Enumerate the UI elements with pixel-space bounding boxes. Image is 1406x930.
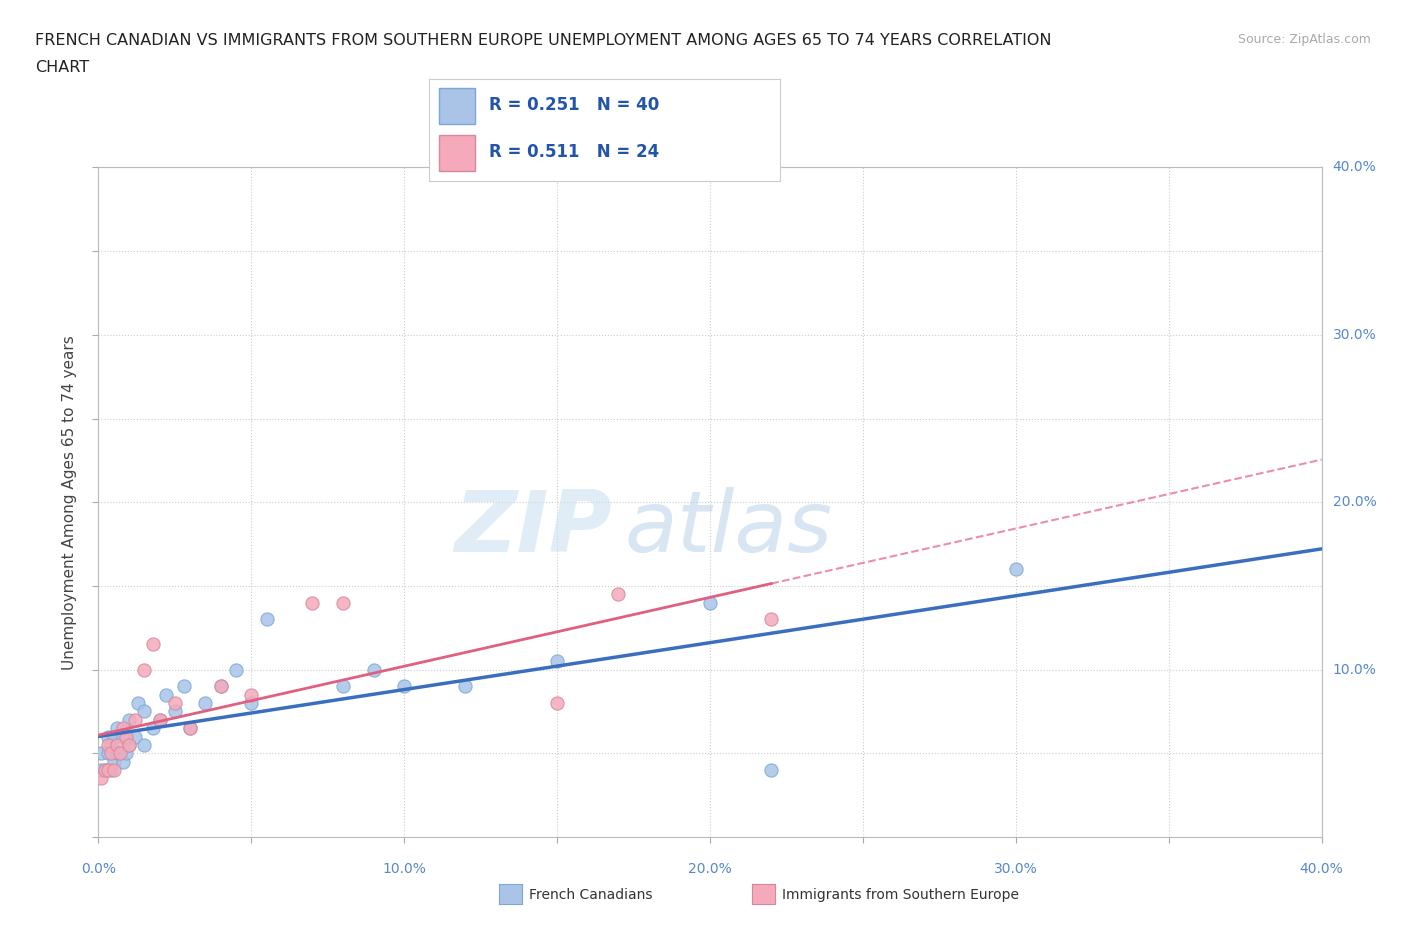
Point (607, 587, 630, 602)
Text: 40.0%: 40.0% (1299, 862, 1344, 876)
Text: 20.0%: 20.0% (1333, 495, 1376, 510)
Text: 0.0%: 0.0% (82, 862, 115, 876)
Point (363, 662, 385, 677)
Point (163, 696, 186, 711)
Point (149, 712, 172, 727)
Text: French Canadians: French Canadians (529, 887, 652, 902)
Point (142, 637, 165, 652)
Point (115, 746, 138, 761)
Point (149, 712, 172, 727)
Point (240, 696, 263, 711)
Point (546, 696, 568, 711)
Y-axis label: Unemployment Among Ages 65 to 74 years: Unemployment Among Ages 65 to 74 years (62, 335, 77, 670)
Point (127, 696, 149, 711)
Point (179, 721, 201, 736)
Point (1004, 562, 1026, 577)
Point (97, 737, 120, 752)
Point (134, 704, 156, 719)
Text: 20.0%: 20.0% (688, 862, 733, 876)
Text: 10.0%: 10.0% (382, 862, 426, 876)
Point (124, 712, 146, 727)
Point (759, 612, 782, 627)
Point (97, 729, 120, 744)
Point (209, 679, 232, 694)
Point (225, 662, 247, 677)
Point (699, 595, 721, 610)
Point (97, 746, 120, 761)
Point (134, 737, 156, 752)
Point (111, 721, 134, 736)
Text: 10.0%: 10.0% (1333, 662, 1376, 677)
Text: 30.0%: 30.0% (994, 862, 1038, 876)
Point (90, 763, 112, 777)
Point (105, 746, 128, 761)
Point (115, 729, 138, 744)
Text: CHART: CHART (35, 60, 89, 75)
Text: atlas: atlas (624, 487, 832, 570)
Point (392, 679, 416, 694)
Point (759, 763, 782, 777)
Point (142, 721, 165, 736)
Point (155, 687, 177, 702)
Point (332, 679, 354, 694)
Point (173, 679, 195, 694)
Point (124, 729, 146, 744)
Point (118, 712, 141, 727)
Point (93, 763, 115, 777)
Point (103, 763, 125, 777)
Point (256, 612, 278, 627)
Point (118, 737, 141, 752)
Point (240, 687, 263, 702)
Point (332, 595, 354, 610)
Text: FRENCH CANADIAN VS IMMIGRANTS FROM SOUTHERN EUROPE UNEMPLOYMENT AMONG AGES 65 TO: FRENCH CANADIAN VS IMMIGRANTS FROM SOUTH… (35, 33, 1052, 47)
Point (90, 771, 112, 786)
Point (105, 737, 128, 752)
Point (454, 679, 477, 694)
Point (546, 654, 568, 669)
FancyBboxPatch shape (439, 135, 475, 171)
Text: R = 0.251   N = 40: R = 0.251 N = 40 (489, 96, 659, 114)
Text: Immigrants from Southern Europe: Immigrants from Southern Europe (782, 887, 1019, 902)
Point (194, 696, 217, 711)
Point (118, 737, 141, 752)
Point (179, 721, 201, 736)
Point (100, 746, 122, 761)
Point (103, 729, 125, 744)
Text: Source: ZipAtlas.com: Source: ZipAtlas.com (1237, 33, 1371, 46)
Text: R = 0.511   N = 24: R = 0.511 N = 24 (489, 143, 659, 161)
Point (103, 754, 125, 769)
Point (108, 746, 131, 761)
Point (97, 763, 120, 777)
Point (163, 704, 186, 719)
Text: ZIP: ZIP (454, 487, 612, 570)
Point (111, 729, 134, 744)
Point (90, 746, 112, 761)
Text: 40.0%: 40.0% (1333, 160, 1376, 175)
FancyBboxPatch shape (439, 88, 475, 124)
Point (301, 595, 323, 610)
Point (111, 754, 134, 769)
Point (93, 763, 115, 777)
Point (100, 737, 122, 752)
Point (134, 662, 156, 677)
Point (209, 679, 232, 694)
Text: 30.0%: 30.0% (1333, 327, 1376, 342)
Point (108, 746, 131, 761)
Point (105, 721, 128, 736)
Point (100, 763, 122, 777)
